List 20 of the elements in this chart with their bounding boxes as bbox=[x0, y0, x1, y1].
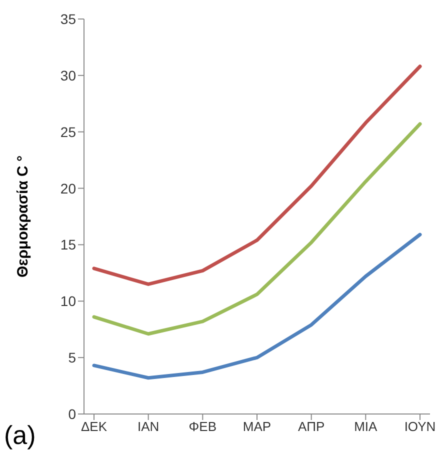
x-tick-label: ΦΕΒ bbox=[188, 419, 217, 434]
x-tick-label: ΑΠΡ bbox=[298, 419, 325, 434]
y-tick-label: 10 bbox=[60, 293, 76, 310]
line-series bbox=[92, 232, 422, 380]
y-tick-label: 20 bbox=[60, 180, 76, 196]
x-tick-label: ΔΕΚ bbox=[80, 419, 108, 434]
x-tick-label: ΜΙΑ bbox=[354, 419, 378, 434]
x-tick-label: ΙΑΝ bbox=[137, 419, 160, 434]
y-tick-label: 30 bbox=[60, 67, 76, 84]
y-tick-label: 25 bbox=[60, 124, 76, 140]
x-tick-label: ΙΟΥΝ bbox=[404, 419, 436, 434]
y-tick-label: 0 bbox=[68, 406, 76, 422]
line-series bbox=[92, 122, 422, 336]
text: (a) bbox=[4, 420, 36, 451]
y-axis-title: Θερμοκρασία C ° bbox=[14, 155, 32, 278]
y-tick-label: 15 bbox=[60, 236, 76, 253]
y-tick-label: 5 bbox=[68, 350, 76, 366]
line-series bbox=[92, 64, 422, 286]
x-tick-label: ΜΑΡ bbox=[242, 419, 272, 434]
y-tick-label: 35 bbox=[60, 10, 76, 27]
